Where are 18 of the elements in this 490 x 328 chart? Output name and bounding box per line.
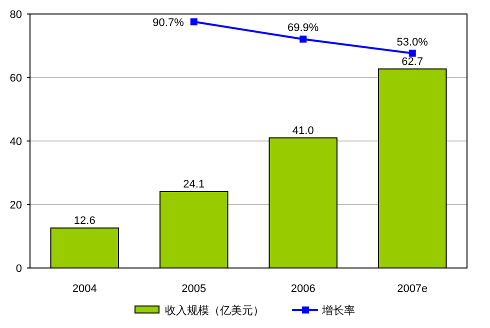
y-tick-label: 20: [10, 200, 22, 212]
x-tick-label: 2006: [290, 283, 316, 295]
data-label: 62.7: [402, 56, 424, 68]
data-label: 41.0: [292, 124, 314, 137]
legend-label: 增长率: [321, 304, 355, 317]
y-tick-label: 60: [10, 72, 22, 84]
x-tick-label: 2005: [182, 283, 206, 295]
x-tick-label: 2004: [72, 283, 97, 295]
data-label: 90.7%: [152, 16, 184, 29]
data-label: 12.6: [74, 214, 96, 227]
data-label: 53.0%: [396, 36, 428, 48]
y-tick-label: 80: [10, 9, 22, 21]
data-label: 24.1: [183, 178, 205, 190]
legend-label: 收入规模（亿美元）: [165, 304, 264, 317]
data-label: 69.9%: [288, 22, 319, 34]
y-tick-label: 40: [10, 136, 22, 148]
y-tick-label: 0: [16, 263, 22, 275]
x-tick-label: 2007e: [397, 283, 428, 295]
